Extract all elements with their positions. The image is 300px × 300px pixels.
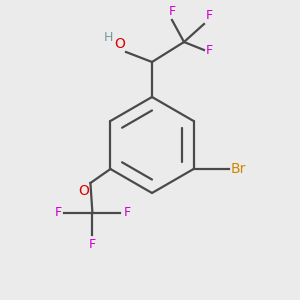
Text: H: H [103,31,113,44]
Text: F: F [89,238,96,251]
Text: O: O [79,184,89,198]
Text: F: F [206,9,213,22]
Text: F: F [168,5,175,18]
Text: F: F [54,206,61,220]
Text: Br: Br [231,162,246,176]
Text: O: O [114,37,125,51]
Text: F: F [206,44,213,56]
Text: F: F [123,206,130,220]
